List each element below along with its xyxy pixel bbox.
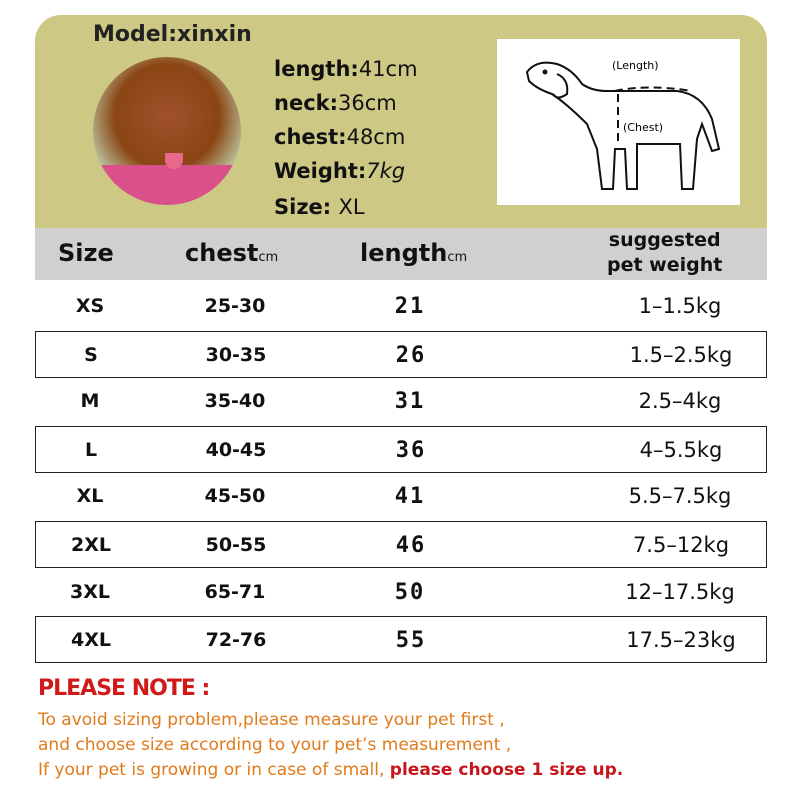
dog-measurement-diagram: (Length) (Chest) (497, 39, 740, 205)
measurement-neck: neck:36cm (274, 91, 397, 115)
cell-chest: 40-45 (205, 438, 267, 461)
cell-size: L (84, 438, 98, 461)
note-line-3: If your pet is growing or in case of sma… (38, 760, 624, 780)
model-name: Model:xinxin (93, 22, 252, 47)
cell-length: 46 (395, 533, 427, 558)
cell-size: M (80, 390, 100, 413)
cell-size: 4XL (71, 629, 111, 652)
length-label: (Length) (612, 59, 659, 72)
note-title: PLEASE NOTE : (38, 676, 210, 701)
measurement-length: length:41cm (274, 57, 418, 81)
cell-length: 50 (394, 579, 426, 605)
dog-outline-icon: (Length) (Chest) (525, 59, 721, 190)
table-row: XL 45-50 41 5.5–7.5kg (35, 473, 767, 520)
cell-size: S (84, 343, 98, 366)
header-weight: suggested pet weight (607, 229, 723, 276)
table-row: XS 25-30 21 1–1.5kg (35, 283, 767, 330)
cell-weight: 12–17.5kg (625, 579, 735, 604)
cell-size: XS (75, 295, 105, 317)
cell-chest: 65-71 (204, 580, 266, 603)
cell-size: XL (76, 485, 104, 508)
cell-chest: 30-35 (205, 343, 267, 366)
cell-length: 21 (394, 294, 426, 319)
table-row: S 30-35 26 1.5–2.5kg (35, 330, 767, 378)
table-row: 4XL 72-76 55 17.5–23kg (35, 616, 767, 664)
cell-size: 2XL (71, 534, 111, 556)
cell-length: 41 (394, 484, 426, 510)
cell-weight: 1–1.5kg (638, 294, 722, 318)
cell-size: 3XL (70, 580, 110, 603)
header-size: Size (58, 239, 114, 267)
note-line-1: To avoid sizing problem,please measure y… (38, 710, 505, 730)
table-row: 3XL 65-71 50 12–17.5kg (35, 569, 767, 616)
header-length: lengthcm (360, 239, 468, 267)
cell-length: 36 (395, 437, 427, 463)
table-row: L 40-45 36 4–5.5kg (35, 425, 767, 473)
cell-weight: 2.5–4kg (638, 389, 722, 414)
chest-label: (Chest) (623, 121, 663, 134)
table-row: M 35-40 31 2.5–4kg (35, 378, 767, 425)
cell-chest: 35-40 (204, 390, 266, 413)
measurement-size: Size: XL (274, 195, 365, 219)
cell-weight: 7.5–12kg (632, 533, 730, 557)
cell-weight: 1.5–2.5kg (629, 342, 733, 367)
header-chest: chestcm (185, 239, 279, 267)
cell-chest: 72-76 (205, 629, 267, 652)
note-line-2: and choose size according to your pet’s … (38, 735, 512, 755)
cell-weight: 5.5–7.5kg (628, 484, 732, 509)
cell-chest: 50-55 (205, 534, 267, 556)
measurement-chest: chest:48cm (274, 125, 406, 149)
cell-chest: 25-30 (204, 295, 266, 317)
measurement-weight: Weight:7kg (274, 159, 406, 183)
cell-length: 55 (395, 628, 427, 654)
cell-length: 26 (395, 342, 427, 368)
cell-chest: 45-50 (204, 485, 266, 508)
table-row: 2XL 50-55 46 7.5–12kg (35, 521, 767, 568)
cell-weight: 4–5.5kg (639, 437, 723, 462)
table-header: Size chestcm lengthcm suggested pet weigh… (35, 228, 767, 280)
cell-length: 31 (394, 389, 426, 415)
dog-photo (93, 57, 241, 205)
cell-weight: 17.5–23kg (626, 628, 736, 653)
